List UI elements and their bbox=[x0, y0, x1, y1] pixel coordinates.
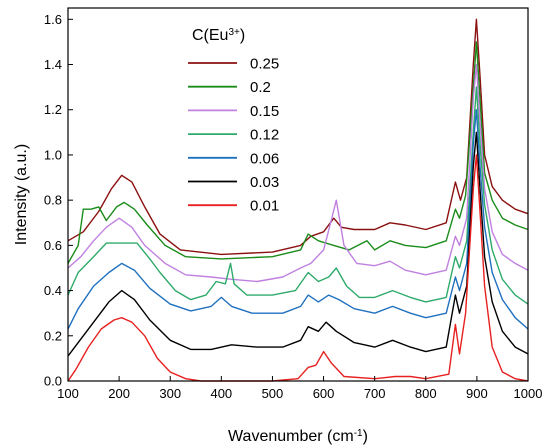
y-axis: 0.0 0.2 0.4 0.6 0.8 1.0 1.2 1.4 1.6 bbox=[44, 12, 73, 389]
y-tick-label: 1.0 bbox=[44, 147, 62, 162]
y-tick-label: 0.8 bbox=[44, 193, 62, 208]
series-line-0.06 bbox=[67, 109, 529, 330]
series-line-0.2 bbox=[67, 41, 529, 264]
legend: C(Eu3+) 0.25 0.2 0.15 0.12 0.06 0.03 0.01 bbox=[188, 27, 279, 215]
series-line-0.12 bbox=[67, 86, 529, 305]
x-tick-label: 700 bbox=[364, 386, 386, 401]
legend-label-0.03: 0.03 bbox=[250, 174, 279, 191]
legend-entries: 0.25 0.2 0.15 0.12 0.06 0.03 0.01 bbox=[188, 56, 279, 215]
legend-title-end: ) bbox=[240, 27, 245, 44]
legend-label-0.15: 0.15 bbox=[250, 103, 279, 120]
legend-title-sup: 3+ bbox=[228, 27, 240, 38]
x-tick-label: 400 bbox=[210, 386, 232, 401]
x-tick-label: 800 bbox=[415, 386, 437, 401]
legend-title: C(Eu3+) bbox=[192, 27, 245, 45]
plot-frame bbox=[67, 7, 529, 382]
series-line-0.15 bbox=[67, 63, 529, 283]
y-tick-label: 0.6 bbox=[44, 238, 62, 253]
y-tick-label: 1.4 bbox=[44, 57, 62, 72]
x-tick-label: 200 bbox=[108, 386, 130, 401]
legend-label-0.06: 0.06 bbox=[250, 150, 279, 167]
series-line-0.03 bbox=[67, 131, 529, 357]
x-axis-title-end: ) bbox=[363, 428, 368, 445]
series-line-0.01 bbox=[67, 154, 529, 382]
y-tick-label: 1.6 bbox=[44, 12, 62, 27]
legend-label-0.25: 0.25 bbox=[250, 56, 279, 73]
legend-label-0.12: 0.12 bbox=[250, 127, 279, 144]
x-tick-label: 900 bbox=[466, 386, 488, 401]
x-axis-title: Wavenumber (cm-1) bbox=[228, 428, 368, 446]
y-axis-title: Intensity (a.u.) bbox=[13, 144, 30, 245]
legend-label-0.2: 0.2 bbox=[250, 79, 271, 96]
x-tick-label: 1000 bbox=[514, 386, 543, 401]
x-axis: 100 200 300 400 500 600 700 800 900 1000 bbox=[57, 376, 542, 401]
y-tick-label: 0.0 bbox=[44, 374, 62, 389]
x-tick-label: 600 bbox=[313, 386, 335, 401]
x-axis-title-sup: -1 bbox=[354, 428, 363, 439]
legend-label-0.01: 0.01 bbox=[250, 198, 279, 215]
legend-title-main: C(Eu bbox=[192, 27, 228, 44]
x-tick-label: 100 bbox=[57, 386, 79, 401]
series-line-0.25 bbox=[67, 18, 529, 256]
x-axis-title-main: Wavenumber (cm bbox=[228, 428, 354, 445]
y-tick-label: 1.2 bbox=[44, 102, 62, 117]
y-tick-label: 0.2 bbox=[44, 328, 62, 343]
x-tick-label: 500 bbox=[262, 386, 284, 401]
x-tick-label: 300 bbox=[159, 386, 181, 401]
plot-lines bbox=[67, 18, 529, 382]
y-tick-label: 0.4 bbox=[44, 283, 62, 298]
